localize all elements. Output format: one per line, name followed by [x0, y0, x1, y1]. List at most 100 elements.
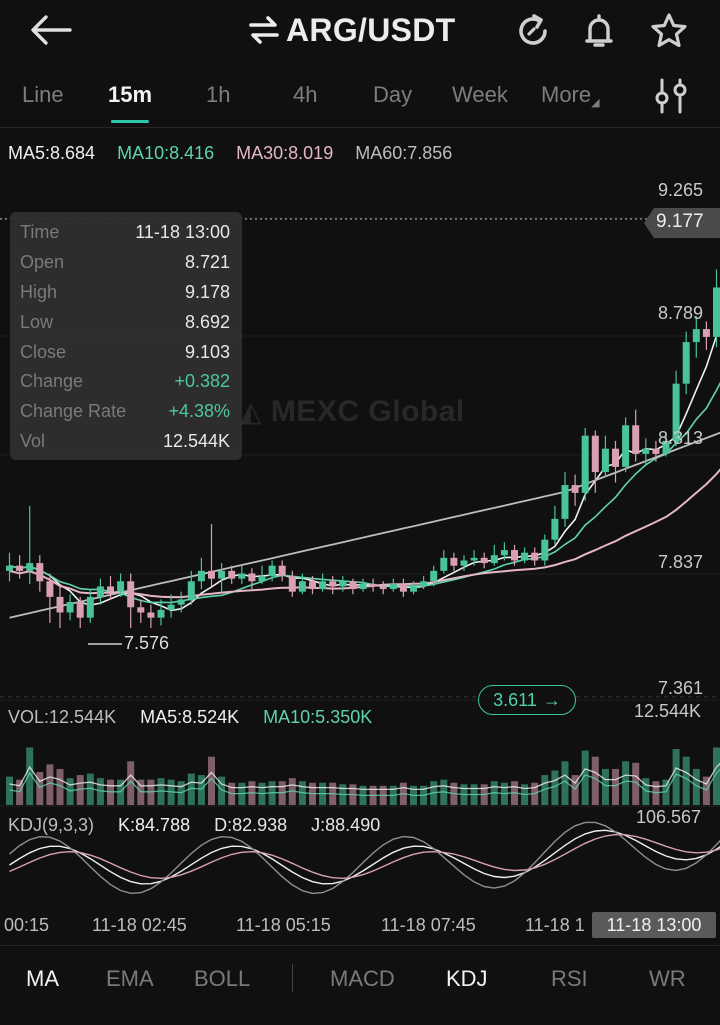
candle-body	[86, 596, 94, 618]
kdj-d: D:82.938	[214, 815, 288, 835]
time-tick: 11-18 1	[525, 915, 585, 935]
candle-body	[440, 557, 448, 571]
volume-bar	[571, 775, 579, 805]
ma60-value: MA60:7.856	[355, 143, 453, 163]
tab-1h[interactable]: 1h	[206, 82, 231, 107]
timeframe-tabs: Line 15m 1h 4h Day Week More◢	[0, 62, 720, 128]
indicator-ma[interactable]: MA	[26, 966, 59, 991]
tt-change-label: Change	[20, 371, 84, 392]
volume-legend: VOL:12.544K MA5:8.524K MA10:5.350K	[8, 707, 372, 728]
candle-body	[147, 612, 155, 618]
indicator-kdj[interactable]: KDJ	[446, 966, 488, 991]
volume-bar	[692, 768, 700, 805]
sliders-icon[interactable]	[652, 76, 690, 116]
candle-body	[218, 570, 226, 579]
tt-open-value: 8.721	[184, 252, 230, 273]
tab-line[interactable]: Line	[22, 82, 64, 107]
jump-to-latest-button[interactable]: 3.611 →	[478, 685, 576, 715]
candle-body	[470, 557, 478, 561]
indicator-macd[interactable]: MACD	[330, 966, 395, 991]
volume-bar	[672, 749, 680, 805]
candle-body	[713, 287, 720, 337]
tab-4h[interactable]: 4h	[293, 82, 318, 107]
candle-tooltip: Time 11-18 13:00 Open 8.721 High 9.178 Low 8…	[10, 212, 242, 460]
indicator-divider	[292, 964, 293, 992]
candle-body	[581, 435, 589, 493]
indicator-bar: MA EMA BOLL MACD KDJ RSI WR	[0, 945, 720, 1009]
indicator-wr[interactable]: WR	[649, 966, 686, 991]
back-arrow-icon[interactable]	[26, 10, 76, 50]
candle-body	[339, 581, 347, 587]
candle-body	[692, 329, 700, 343]
candle-body	[117, 581, 125, 592]
kdj-j: J:88.490	[311, 815, 381, 835]
tt-change-value: +0.382	[174, 371, 230, 392]
arrow-right-icon: →	[542, 689, 561, 710]
candle-body	[258, 576, 266, 582]
indicator-ema[interactable]: EMA	[106, 966, 154, 991]
candle-body	[238, 573, 246, 579]
kdj-d-line	[9, 833, 720, 880]
tt-rate-value: +4.38%	[168, 401, 230, 422]
tab-day[interactable]: Day	[373, 82, 413, 107]
volume-bar	[591, 756, 599, 805]
jump-value: 3.611	[493, 689, 537, 710]
tab-week[interactable]: Week	[452, 82, 508, 107]
volume-bar	[66, 778, 74, 805]
candle-body	[26, 563, 34, 571]
swap-arrows-icon	[249, 16, 279, 44]
selected-time-label: 11-18 13:00	[592, 912, 716, 938]
candle-body	[228, 570, 236, 579]
candle-body	[490, 555, 498, 564]
candle-body	[208, 570, 215, 579]
ma10-value: MA10:8.416	[117, 143, 215, 163]
candle-body	[137, 607, 145, 613]
top-bar: ARG/USDT	[0, 0, 720, 62]
ma30-line	[9, 468, 720, 599]
volume-bar	[561, 761, 569, 805]
volume-bar	[632, 762, 640, 805]
volume-bar	[127, 761, 135, 805]
candle-body	[389, 583, 397, 590]
candle-body	[288, 576, 296, 592]
candle-body	[420, 581, 428, 587]
volume-bars	[6, 747, 720, 805]
pair-selector[interactable]: ARG/USDT	[248, 8, 456, 52]
candle-body	[46, 581, 54, 597]
candle-body	[96, 586, 104, 597]
tt-vol-value: 12.544K	[162, 430, 230, 451]
vol-value: VOL:12.544K	[8, 707, 117, 727]
refresh-icon[interactable]	[512, 10, 554, 52]
candle-body	[612, 448, 619, 467]
volume-bar	[682, 756, 690, 805]
candle-body	[329, 581, 337, 587]
candle-body	[127, 581, 135, 608]
candle-body	[450, 557, 458, 566]
tab-15m[interactable]: 15m	[108, 82, 153, 107]
candle-body	[6, 565, 13, 571]
candle-body	[682, 342, 690, 384]
candle-body	[278, 565, 286, 577]
bell-icon[interactable]	[578, 10, 620, 52]
kdj-max: 106.567	[636, 807, 702, 827]
kdj-j-line	[9, 821, 720, 895]
candle-body	[642, 448, 650, 454]
price-tick: 7.361	[658, 678, 704, 698]
indicator-boll[interactable]: BOLL	[194, 966, 251, 991]
candle-body	[500, 550, 508, 556]
candle-body	[511, 550, 518, 561]
candle-body	[541, 539, 549, 561]
star-icon[interactable]	[648, 10, 690, 52]
active-tab-indicator	[111, 120, 149, 123]
current-price-value: 9.177	[656, 211, 704, 232]
volume-bar	[157, 778, 165, 805]
candle-body	[551, 518, 559, 540]
candle-body	[167, 604, 175, 610]
volume-bar	[6, 776, 13, 805]
indicator-rsi[interactable]: RSI	[551, 966, 588, 991]
candles	[6, 269, 720, 629]
volume-bar	[46, 764, 54, 805]
tab-more[interactable]: More◢	[541, 82, 600, 109]
price-tick: 9.265	[658, 180, 704, 200]
kline-chart[interactable]	[0, 170, 720, 912]
